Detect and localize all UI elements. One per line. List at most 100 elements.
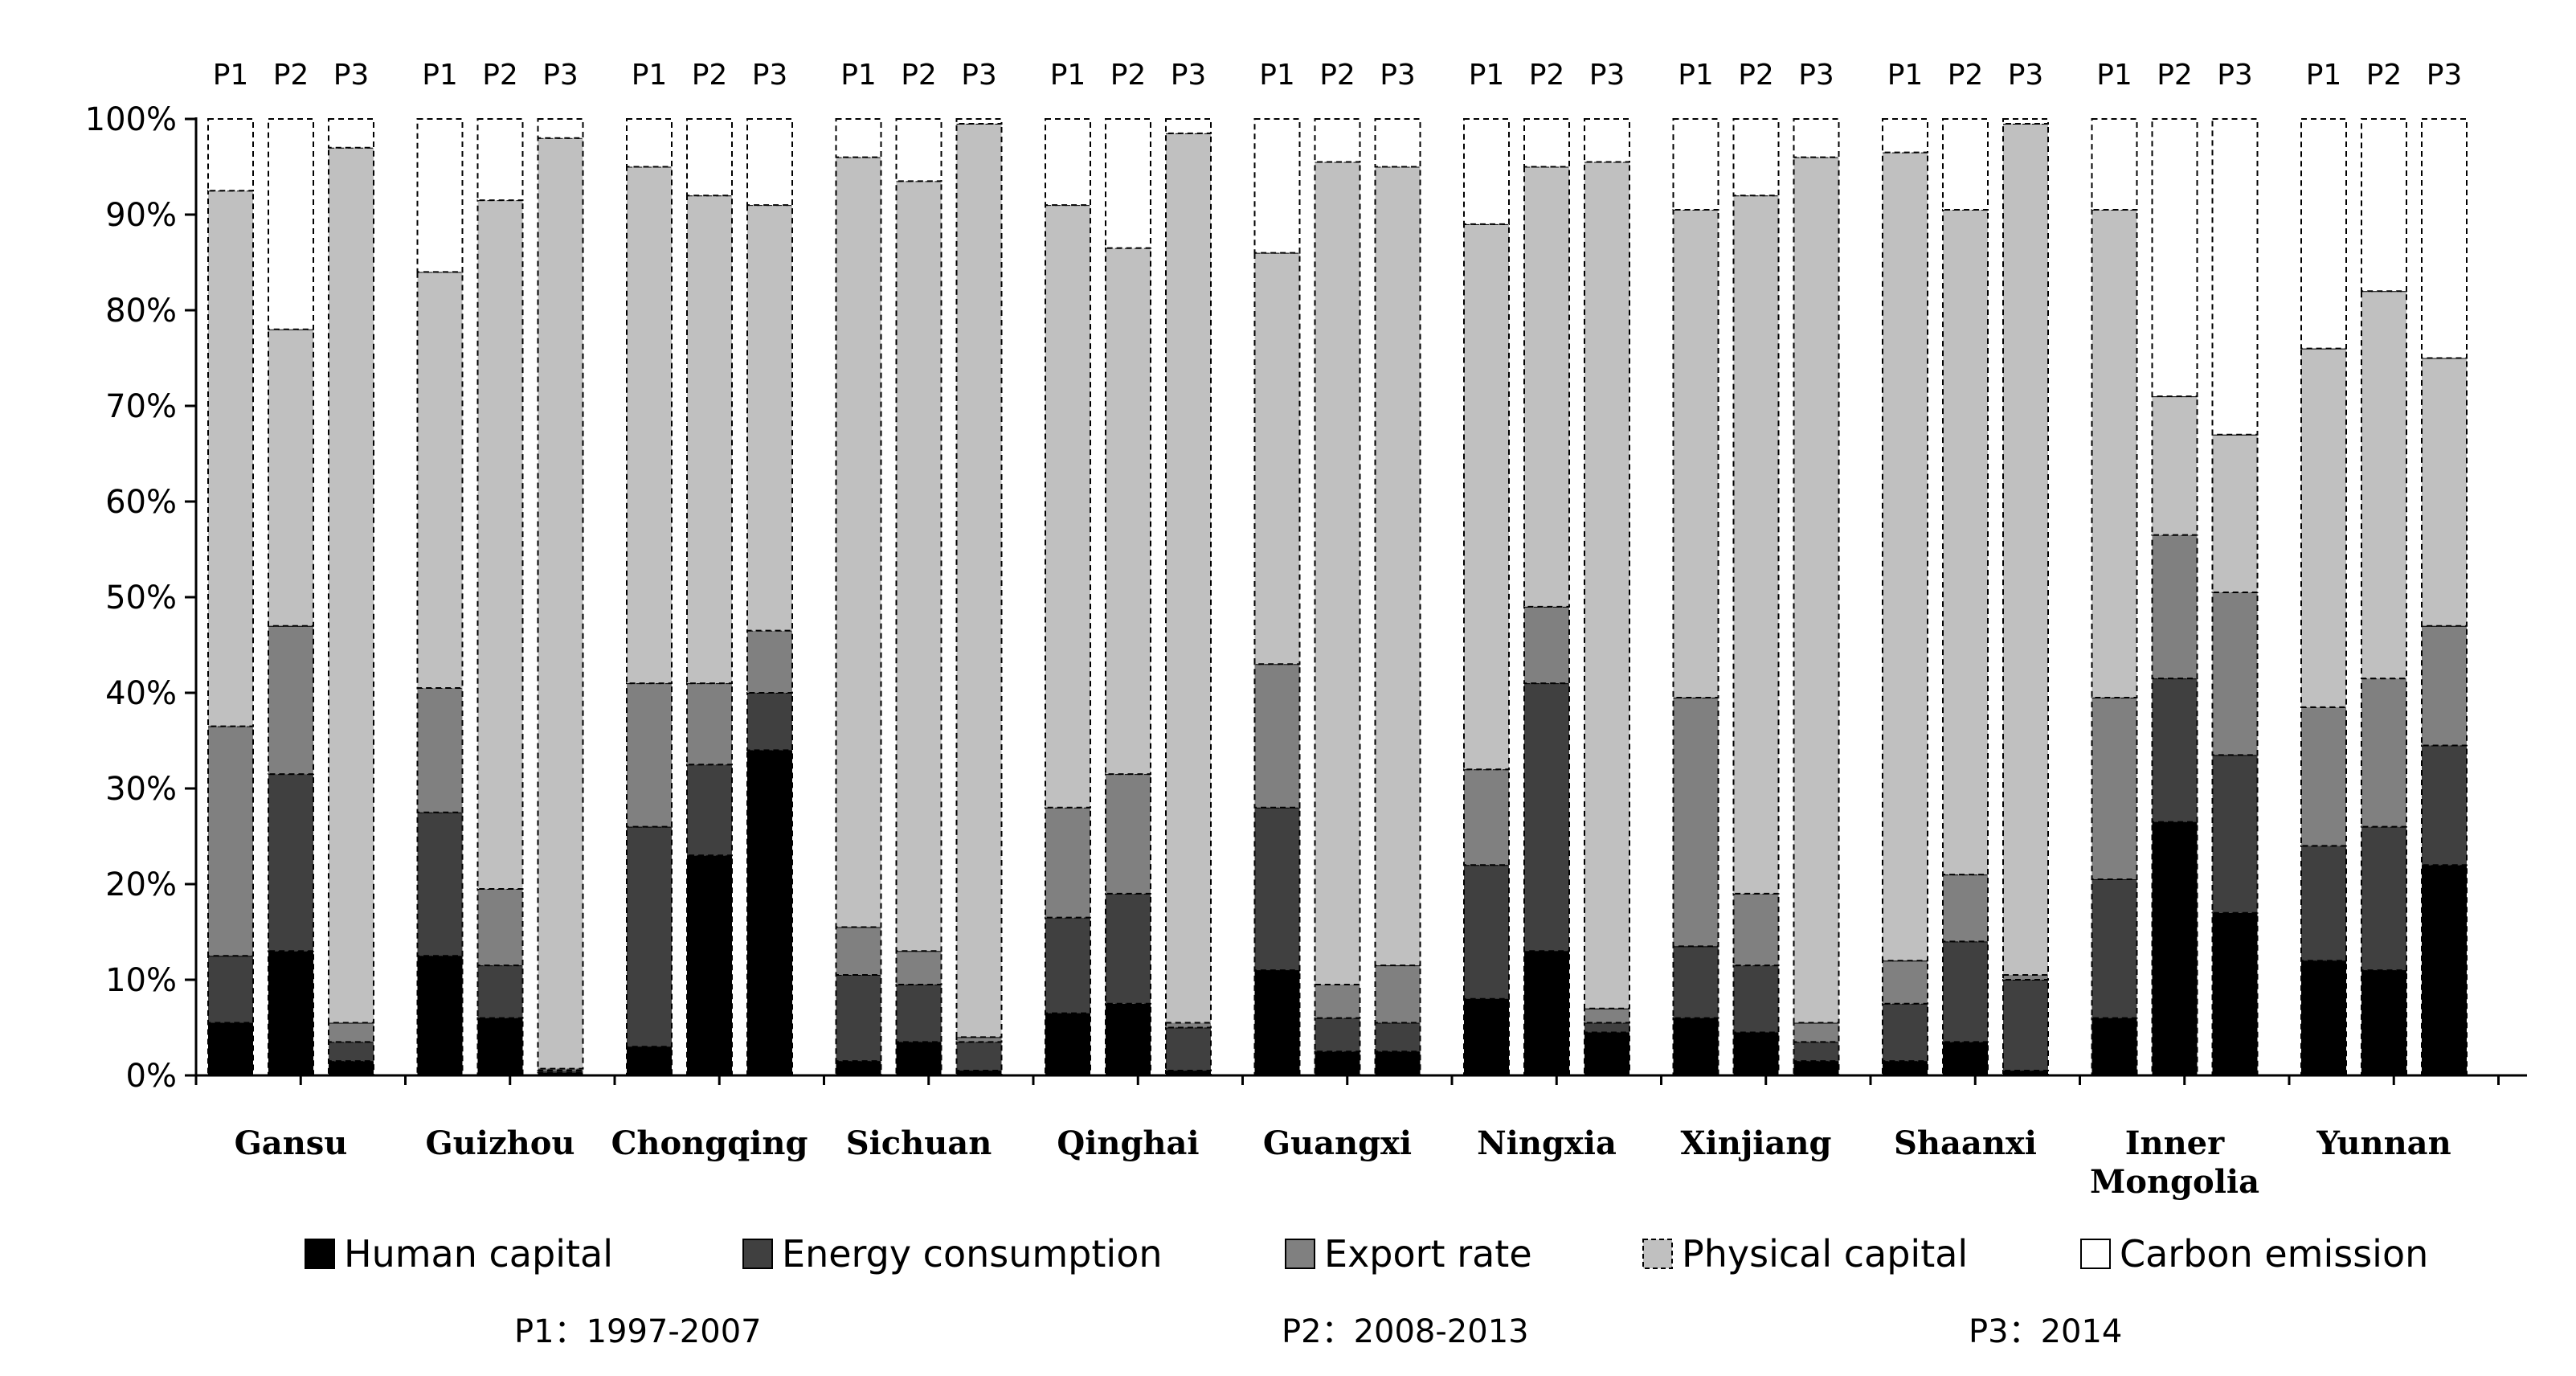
period-label: P3 [2008, 59, 2044, 92]
region-label: Xinjiang [1681, 1124, 1832, 1162]
bar-segment-carbon-emission [207, 118, 254, 192]
bar-segment-physical-capital [2151, 395, 2198, 536]
bar-segment-physical-capital [1732, 195, 1780, 895]
bar-segment-physical-capital [746, 204, 793, 632]
bar-segment-carbon-emission [895, 118, 942, 182]
bar-segment-export-rate [2151, 534, 2198, 680]
period-label: P1 [632, 59, 668, 92]
bar-segment-physical-capital [955, 122, 1003, 1038]
bar-segment-physical-capital [1882, 151, 1928, 962]
bar-segment-human-capital [1584, 1031, 1630, 1076]
bar-segment-energy-consumption [2361, 825, 2407, 972]
bar-segment-export-rate [746, 629, 793, 694]
bar-segment-export-rate [1105, 773, 1151, 895]
y-tick-label: 20% [105, 866, 177, 903]
bar-segment-human-capital [2091, 1017, 2138, 1076]
bar-segment-export-rate [268, 625, 314, 776]
bar-segment-carbon-emission [686, 118, 733, 197]
region-label: Qinghai [1057, 1124, 1199, 1162]
bar-segment-human-capital [1314, 1050, 1361, 1076]
period-note: P1：1997-2007 [514, 1313, 762, 1350]
bar-segment-physical-capital [1314, 161, 1361, 985]
bar-segment-export-rate [2211, 592, 2259, 756]
bar-segment-physical-capital [268, 328, 314, 627]
bar-segment-export-rate [207, 725, 254, 957]
bar-segment-human-capital [1882, 1060, 1928, 1077]
bar-segment-export-rate [626, 682, 673, 828]
legend-label: Export rate [1324, 1232, 1532, 1276]
legend-label: Human capital [344, 1232, 613, 1276]
bar-segment-physical-capital [2002, 122, 2049, 977]
bar-segment-energy-consumption [2421, 744, 2468, 866]
bar-segment-carbon-emission [2002, 118, 2049, 125]
bar-segment-physical-capital [1463, 223, 1510, 771]
bar-segment-energy-consumption [1584, 1022, 1630, 1034]
bar-segment-export-rate [1732, 892, 1780, 967]
legend-item-export-rate: Export rate [1285, 1232, 1532, 1276]
bar-group-chongqing [626, 118, 793, 1077]
bar-segment-energy-consumption [416, 811, 464, 957]
bar-segment-export-rate [1672, 696, 1719, 948]
bar-segment-carbon-emission [1463, 118, 1510, 225]
period-label: P2 [482, 59, 518, 92]
bar-segment-energy-consumption [1463, 864, 1510, 1000]
bar-segment-export-rate [2421, 625, 2468, 747]
bar-group-guizhou [416, 118, 584, 1077]
bar-segment-human-capital [2211, 911, 2259, 1076]
bar-segment-carbon-emission [1672, 118, 1719, 211]
bar-segment-carbon-emission [1165, 118, 1212, 134]
bar-segment-physical-capital [207, 190, 254, 727]
period-label: P1 [1259, 59, 1295, 92]
bar-segment-physical-capital [416, 271, 464, 690]
bar-segment-carbon-emission [2091, 118, 2138, 211]
bar-segment-energy-consumption [1105, 892, 1151, 1005]
bar-segment-export-rate [328, 1022, 374, 1043]
y-tick-label: 60% [105, 484, 177, 521]
period-label: P1 [422, 59, 458, 92]
bar-segment-physical-capital [835, 156, 882, 928]
y-tick-label: 10% [105, 962, 177, 999]
period-label: P3 [542, 59, 579, 92]
period-label: P2 [901, 59, 937, 92]
bar-segment-energy-consumption [626, 825, 673, 1048]
legend-swatch [1285, 1239, 1315, 1269]
period-label: P2 [273, 59, 309, 92]
y-tick-label: 80% [105, 293, 177, 330]
bar-segment-carbon-emission [1045, 118, 1091, 207]
bar-segment-physical-capital [537, 137, 584, 1070]
legend-swatch [305, 1239, 335, 1269]
period-label: P3 [752, 59, 788, 92]
y-tick-label: 100% [85, 101, 177, 138]
bar-segment-export-rate [1793, 1022, 1840, 1043]
bar-segment-export-rate [1584, 1007, 1630, 1024]
bar-segment-physical-capital [2300, 347, 2347, 708]
bar-segment-export-rate [686, 682, 733, 766]
bar-segment-carbon-emission [2421, 118, 2468, 359]
bar-segment-human-capital [328, 1060, 374, 1077]
bar-segment-physical-capital [1672, 209, 1719, 698]
bar-segment-physical-capital [476, 199, 524, 890]
bar-segment-human-capital [626, 1046, 673, 1077]
legend-swatch [1642, 1239, 1673, 1269]
period-label: P3 [2217, 59, 2253, 92]
bar-segment-physical-capital [1942, 209, 1989, 876]
bar-segment-carbon-emission [2211, 118, 2259, 436]
period-label: P1 [2096, 59, 2132, 92]
bar-segment-energy-consumption [1882, 1002, 1928, 1063]
region-label: Chongqing [611, 1124, 808, 1162]
bar-segment-energy-consumption [1942, 940, 1989, 1043]
bar-segment-export-rate [1942, 874, 1989, 943]
bar-group-yunnan [2300, 118, 2468, 1076]
bar-segment-energy-consumption [2211, 754, 2259, 914]
bar-segment-physical-capital [328, 146, 374, 1024]
bar-segment-human-capital [1672, 1017, 1719, 1076]
y-axis-ticks: 0% 10% 20% 30% 40% 50% 60% 70% 80% 90% 100% [85, 101, 196, 1095]
period-label: P3 [1380, 59, 1416, 92]
bar-segment-physical-capital [1165, 132, 1212, 1024]
period-label: P3 [1798, 59, 1834, 92]
y-tick-label: 0% [126, 1058, 177, 1095]
period-label: P3 [2427, 59, 2463, 92]
bar-segment-export-rate [895, 950, 942, 985]
period-label: P1 [1469, 59, 1505, 92]
bar-segment-carbon-emission [416, 118, 464, 273]
